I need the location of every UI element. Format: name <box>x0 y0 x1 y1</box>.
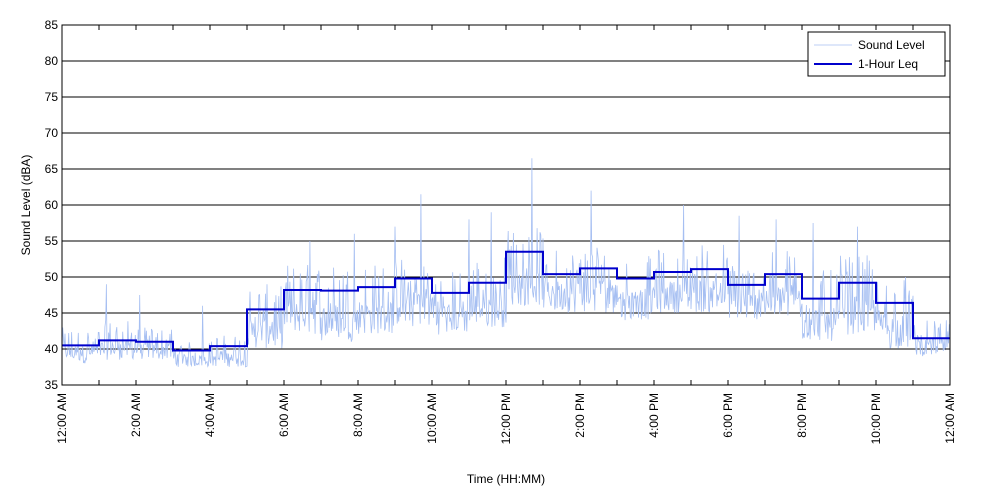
y-tick-label: 85 <box>45 18 59 32</box>
x-tick-label: 2:00 AM <box>129 393 143 437</box>
leq-series <box>62 250 950 352</box>
x-tick-label: 4:00 AM <box>203 393 217 437</box>
x-tick-label: 2:00 PM <box>573 393 587 438</box>
leq-step-line <box>62 250 950 352</box>
y-tick-label: 35 <box>45 378 59 392</box>
x-tick-label: 6:00 PM <box>721 393 735 438</box>
legend: Sound Level 1-Hour Leq <box>807 31 946 77</box>
x-tick-label: 10:00 AM <box>425 393 439 444</box>
y-tick-label: 65 <box>45 162 59 176</box>
y-tick-label: 50 <box>45 270 59 284</box>
sound-level-series <box>61 158 951 368</box>
x-axis-ticks: 12:00 AM 2:00 AM 4:00 AM 6:00 AM 8:00 AM 10:0… <box>55 25 957 444</box>
y-axis-label: Sound Level (dBA) <box>19 155 33 256</box>
x-tick-label: 12:00 AM <box>943 393 957 444</box>
x-tick-label: 12:00 AM <box>55 393 69 444</box>
y-tick-label: 60 <box>45 198 59 212</box>
y-axis-ticks: 35 40 45 50 55 60 65 70 75 80 85 <box>45 18 950 392</box>
y-tick-label: 70 <box>45 126 59 140</box>
gridlines <box>62 60 950 350</box>
y-tick-label: 40 <box>45 342 59 356</box>
x-axis-label: Time (HH:MM) <box>467 472 545 486</box>
legend-label-leq: 1-Hour Leq <box>858 57 918 71</box>
x-tick-label: 6:00 AM <box>277 393 291 437</box>
legend-box <box>807 31 946 77</box>
x-tick-label: 8:00 AM <box>351 393 365 437</box>
x-tick-label: 4:00 PM <box>647 393 661 438</box>
sound-level-line <box>61 158 951 368</box>
legend-label-sound-level: Sound Level <box>858 38 925 52</box>
y-tick-label: 45 <box>45 306 59 320</box>
x-tick-label: 8:00 PM <box>795 393 809 438</box>
x-tick-label: 10:00 PM <box>869 393 883 444</box>
x-tick-label: 12:00 PM <box>499 393 513 444</box>
y-tick-label: 80 <box>45 54 59 68</box>
y-tick-label: 75 <box>45 90 59 104</box>
y-tick-label: 55 <box>45 234 59 248</box>
